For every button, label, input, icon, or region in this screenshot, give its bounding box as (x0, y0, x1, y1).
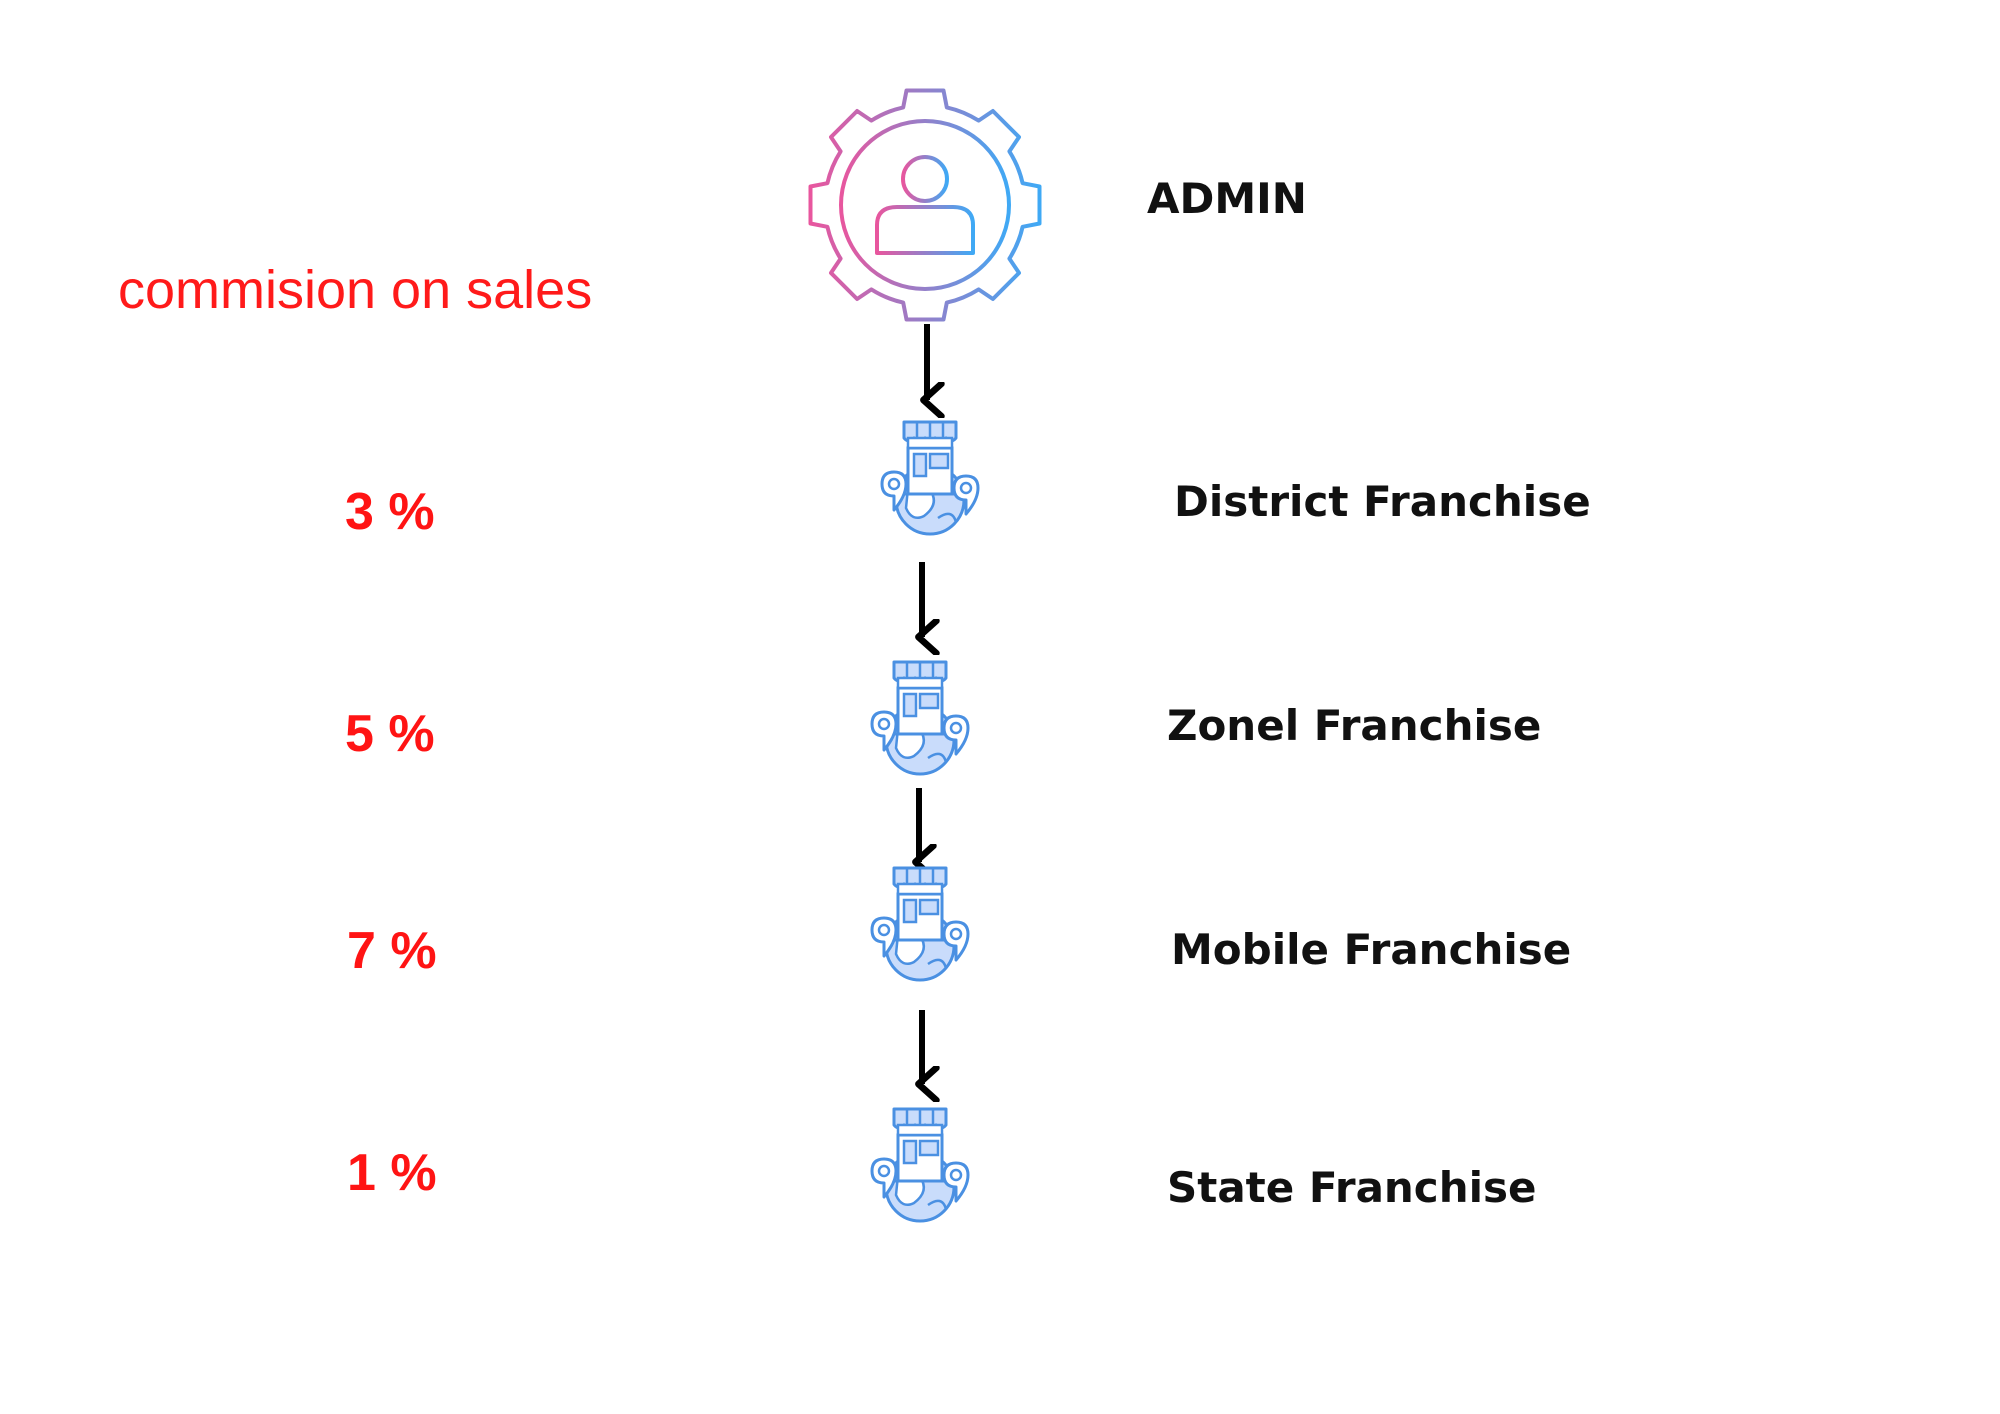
gear-inner-ring-icon (839, 119, 1011, 291)
district-franchise-label: District Franchise (1174, 477, 1591, 526)
gear-outline-icon (808, 88, 1042, 322)
user-body-icon (875, 205, 975, 255)
admin-gear-user-icon (808, 88, 1042, 322)
franchise-store-globe-icon (870, 866, 970, 982)
franchise-store-globe-icon (870, 1107, 970, 1223)
user-head-icon (901, 155, 949, 203)
franchise-store-globe-icon (870, 660, 970, 776)
commission-zonel: 5 % (345, 705, 435, 763)
zonel-franchise-label: Zonel Franchise (1167, 701, 1542, 750)
mobile-franchise-label: Mobile Franchise (1171, 925, 1572, 974)
franchise-store-globe-icon (880, 420, 980, 536)
commission-district: 3 % (345, 483, 435, 541)
admin-label: ADMIN (1147, 174, 1307, 223)
state-franchise-label: State Franchise (1167, 1163, 1537, 1212)
commission-mobile: 7 % (347, 922, 437, 980)
commission-state: 1 % (347, 1144, 437, 1202)
diagram-caption: commision on sales (118, 260, 593, 320)
